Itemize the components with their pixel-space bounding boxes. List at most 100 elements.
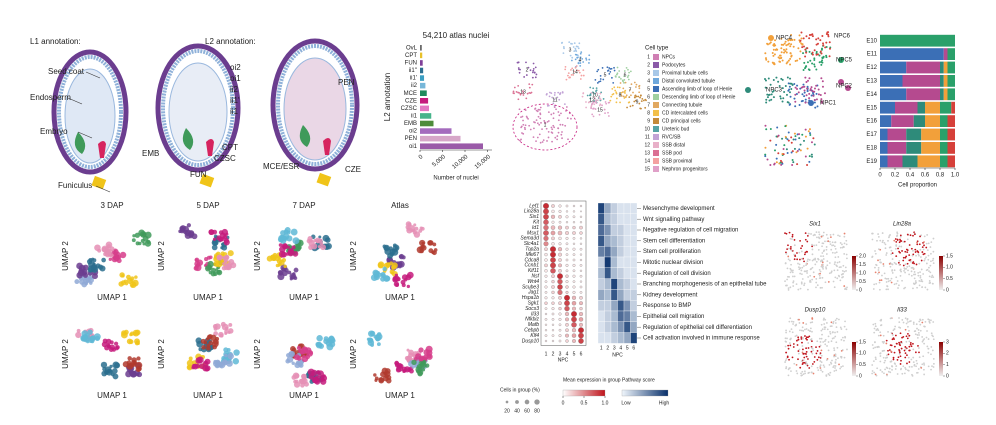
cell-point [874,271,877,274]
cell-point [843,356,846,359]
dot [578,338,584,344]
umap-point [803,91,806,94]
cell-point [799,239,802,242]
umap-point [548,91,551,94]
cell-point [832,320,835,323]
chart-title: 54,210 atlas nuclei [423,31,490,40]
umap-point [538,133,541,136]
cell-point [906,337,909,340]
cell-point [835,358,837,361]
x-tick-label: 6 [580,352,583,358]
dot [544,301,548,305]
cell-point [923,241,925,243]
cell-point [815,260,818,263]
cell-point [913,277,916,280]
dot [558,296,562,300]
cell-point [839,326,842,329]
legend-swatch [653,62,659,68]
umap-point [615,92,618,95]
x-tick-label: 1 [545,352,548,358]
umap-point [769,128,772,131]
legend-dot [845,85,851,91]
umap-point [820,63,823,66]
cell-point [919,256,922,258]
cell-point [916,336,919,339]
cell-point [819,364,822,367]
umap-point [598,80,600,83]
umap-point [517,61,520,64]
umap-point [538,108,541,111]
leader-line [85,71,101,79]
cell-point [822,364,825,367]
bar-segment [921,128,940,141]
cluster-label: 13 [520,89,526,95]
umap-point [764,146,767,149]
umap-point [559,123,562,126]
dot [572,242,576,245]
cell-point [805,351,808,353]
umap-point [550,113,553,116]
cell-point [901,279,903,282]
umap-point [783,144,786,147]
cell-point [874,322,877,325]
heat-cell [617,246,625,258]
size-legend-dot [515,400,519,404]
umap-point [577,69,580,72]
umap-point [813,101,816,104]
cell-point [927,338,930,340]
dot [544,312,548,316]
umap-point [622,91,624,93]
cell-point [830,362,833,365]
cell-point [818,274,821,277]
umap-point [76,272,83,279]
color-bar [939,256,943,290]
cell-point [877,329,880,332]
umap-point [574,66,577,69]
umap-point [216,254,223,261]
umap-point [811,53,814,56]
cell-point [816,366,819,369]
cell-point [811,352,814,355]
dot [557,247,563,252]
cell-point [785,351,788,354]
umap-point [204,257,209,262]
dot [543,230,549,236]
cell-point [789,271,792,274]
dot [558,328,562,332]
umap-point [799,50,802,53]
umap-point [793,38,796,41]
color-tick-label: 0.5 [859,362,866,368]
cell-point [819,272,821,275]
gene-label: Hspa1b [522,295,539,301]
x-tick-label: 0 [418,154,425,161]
umap-point [538,123,541,126]
cell-point [819,356,822,359]
umap-point [638,102,641,105]
bar [420,82,426,89]
umap-point [529,69,532,72]
cell-point [824,318,827,321]
cell-point [887,288,889,291]
umap-point [94,335,101,342]
region-label: CZE [345,165,361,174]
umap-point [540,121,542,124]
heat-cell [623,310,631,322]
cell-point [816,350,819,352]
cell-point [811,321,814,324]
umap-point [221,265,227,271]
dot [579,225,583,230]
umap-point [627,74,630,77]
umap-point [823,92,826,95]
cell-point [877,233,880,235]
cell-point [891,338,894,341]
cell-point [889,234,891,236]
cell-point [833,355,835,358]
dot [579,215,583,218]
heat-cell [630,246,638,258]
cell-point [921,318,924,321]
leader-line [67,97,83,105]
dot [551,334,555,337]
cell-point [902,321,905,324]
heat-cell [597,310,605,322]
legend-swatch [653,166,659,172]
